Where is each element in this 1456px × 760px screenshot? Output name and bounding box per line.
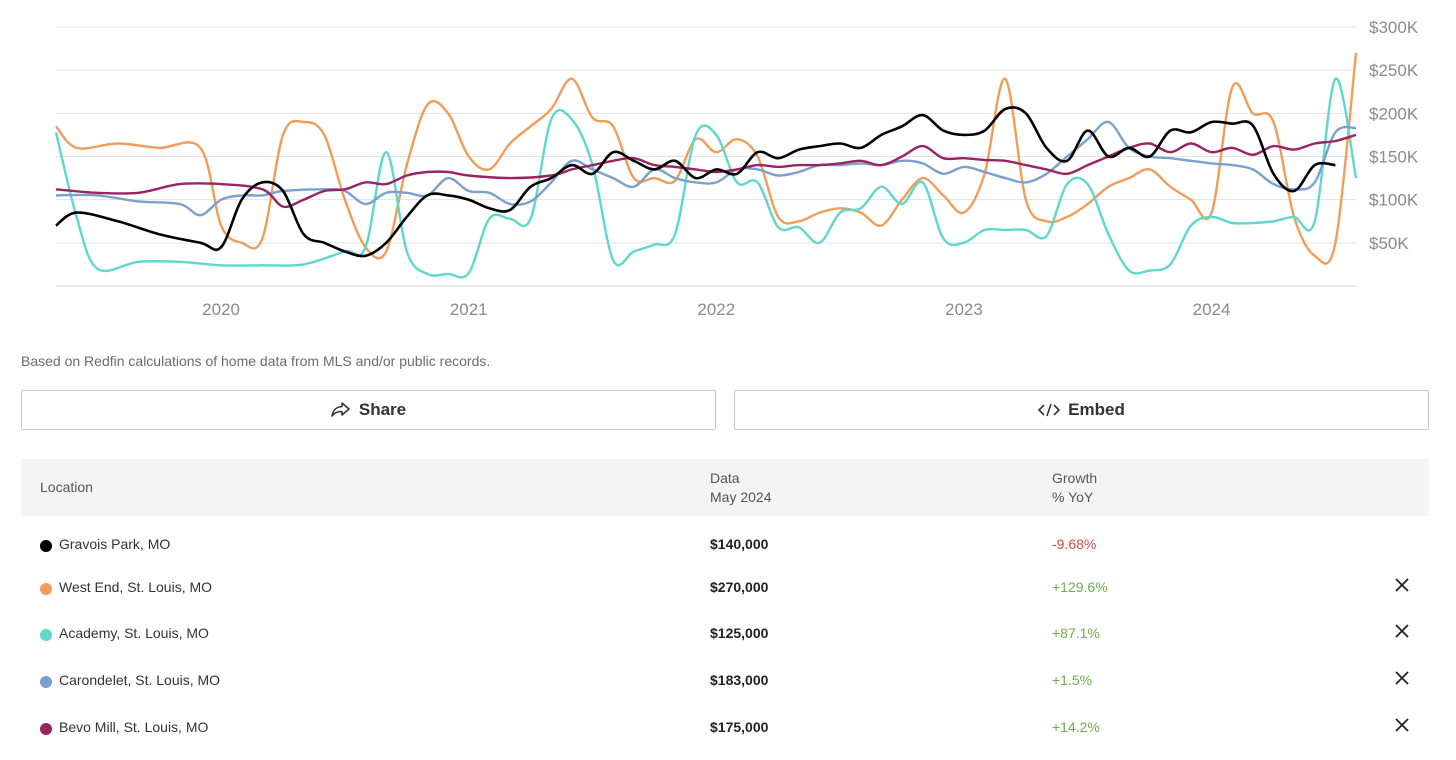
median-price-value: $140,000 (710, 536, 768, 552)
median-price-value: $270,000 (710, 579, 768, 595)
table-row: Bevo Mill, St. Louis, MO $175,000 +14.2% (21, 708, 1429, 748)
median-price-value: $175,000 (710, 719, 768, 735)
median-price-value: $125,000 (710, 625, 768, 641)
yoy-growth-value: +1.5% (1052, 672, 1092, 688)
location-header: Location (40, 478, 93, 497)
x-tick-label: 2024 (1193, 300, 1231, 319)
price-trend-chart: $50K$100K$150K$200K$250K$300K 2020 2021 20… (0, 0, 1456, 340)
x-tick-label: 2021 (450, 300, 488, 319)
location-name: Gravois Park, MO (59, 536, 170, 552)
share-arrow-icon (331, 402, 351, 418)
data-header: Data May 2024 (710, 469, 771, 507)
y-tick-label: $50K (1369, 234, 1409, 253)
series-color-dot (40, 723, 52, 735)
yoy-growth-value: +87.1% (1052, 625, 1100, 641)
y-tick-label: $150K (1369, 148, 1419, 167)
series-color-dot (40, 676, 52, 688)
y-tick-label: $300K (1369, 18, 1419, 37)
x-tick-label: 2023 (945, 300, 983, 319)
embed-button[interactable]: Embed (734, 390, 1429, 430)
location-name: Carondelet, St. Louis, MO (59, 672, 220, 688)
median-price-value: $183,000 (710, 672, 768, 688)
x-tick-label: 2022 (697, 300, 735, 319)
data-header-title: Data (710, 469, 771, 488)
table-row: West End, St. Louis, MO $270,000 +129.6% (21, 568, 1429, 608)
code-icon (1038, 403, 1060, 417)
close-icon[interactable] (1393, 576, 1411, 594)
series-color-dot (40, 540, 52, 552)
series-line-carondelet-st-louis-mo (56, 122, 1356, 215)
share-label: Share (359, 400, 406, 420)
y-tick-label: $200K (1369, 104, 1419, 123)
x-axis-labels: 2020 2021 2022 2023 2024 (202, 300, 1230, 319)
close-icon[interactable] (1393, 669, 1411, 687)
table-row: Carondelet, St. Louis, MO $183,000 +1.5% (21, 661, 1429, 701)
table-row: Academy, St. Louis, MO $125,000 +87.1% (21, 614, 1429, 654)
growth-header-unit: % YoY (1052, 488, 1097, 507)
y-tick-label: $100K (1369, 191, 1419, 210)
data-header-date: May 2024 (710, 488, 771, 507)
share-button[interactable]: Share (21, 390, 716, 430)
location-name: West End, St. Louis, MO (59, 579, 212, 595)
y-tick-label: $250K (1369, 61, 1419, 80)
growth-header: Growth % YoY (1052, 469, 1097, 507)
embed-label: Embed (1068, 400, 1125, 420)
close-icon[interactable] (1393, 622, 1411, 640)
table-row: Gravois Park, MO $140,000 -9.68% (21, 525, 1429, 565)
series-color-dot (40, 629, 52, 641)
y-axis-labels: $50K $100K $150K $200K $250K $300K (1369, 18, 1419, 253)
chart-series-lines (56, 53, 1356, 277)
growth-header-title: Growth (1052, 469, 1097, 488)
close-icon[interactable] (1393, 716, 1411, 734)
location-name: Bevo Mill, St. Louis, MO (59, 719, 208, 735)
series-color-dot (40, 583, 52, 595)
table-header: Location Data May 2024 Growth % YoY (21, 459, 1429, 516)
location-name: Academy, St. Louis, MO (59, 625, 209, 641)
yoy-growth-value: -9.68% (1052, 536, 1096, 552)
source-note: Based on Redfin calculations of home dat… (21, 353, 490, 369)
yoy-growth-value: +129.6% (1052, 579, 1108, 595)
x-tick-label: 2020 (202, 300, 240, 319)
yoy-growth-value: +14.2% (1052, 719, 1100, 735)
